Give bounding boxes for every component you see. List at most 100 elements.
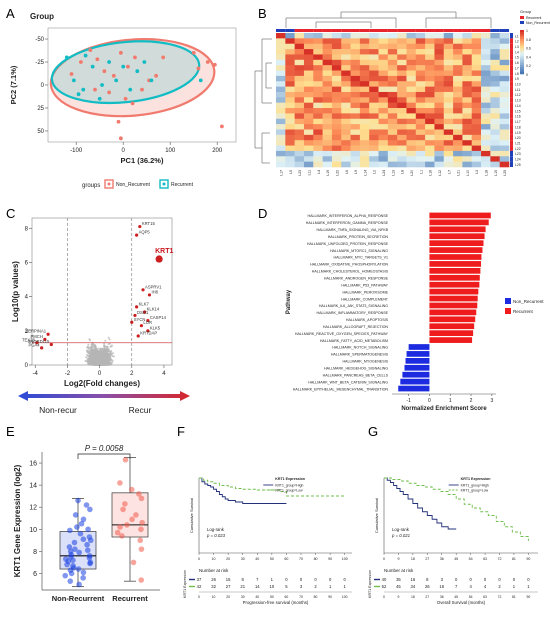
heatmap-cell [276, 49, 286, 55]
heatmap-cell [369, 65, 379, 71]
risk-x-tick-label: 90 [526, 595, 530, 599]
x-tick-label: 0 [122, 148, 126, 154]
risk-count: 7 [455, 584, 458, 589]
heatmap-cell [481, 134, 491, 141]
heatmap-cell [331, 134, 342, 141]
heatmap-cell [387, 118, 398, 125]
heatmap-cell [481, 54, 491, 61]
heatmap-cell [378, 33, 389, 39]
heatmap-cell [303, 134, 314, 141]
data-point [84, 547, 91, 554]
heatmap-cell [378, 102, 389, 109]
heatmap-cell [313, 91, 323, 98]
point-recurrent [135, 69, 140, 74]
heatmap-cell [276, 124, 286, 130]
heatmap-cell [471, 113, 482, 120]
background-point [108, 355, 111, 358]
heatmap-cell [425, 108, 435, 114]
risk-count: 0 [513, 577, 516, 582]
heatmap-cell [443, 43, 454, 50]
pathway-label: HALLMARK_NOTCH_SIGNALING [332, 346, 388, 350]
heatmap-cell [276, 70, 286, 77]
background-point [86, 358, 89, 361]
heatmap-cell [387, 33, 398, 39]
heatmap-cell [341, 124, 351, 130]
point-non-recurrent [107, 90, 111, 95]
data-point [136, 491, 142, 497]
heatmap-cell [434, 156, 445, 162]
heatmap-cell [481, 81, 491, 87]
pathway-label: HALLMARK_EPITHELIAL_MESENCHYMAL_TRANSITI… [293, 387, 389, 391]
heatmap-cell [350, 134, 361, 141]
heatmap-cell [397, 102, 407, 109]
column-label: L14 [363, 170, 367, 176]
enrichment-bar [429, 295, 478, 302]
risk-x-tick-label: 81 [512, 595, 516, 599]
heatmap-cell [471, 59, 482, 66]
row-label: L9 [515, 77, 519, 81]
heatmap-cell [276, 145, 286, 152]
heatmap-cell [453, 49, 463, 55]
risk-count: 16 [411, 577, 416, 582]
heatmap-cell [387, 161, 398, 168]
risk-count: 0 [285, 577, 288, 582]
row-annotation-cell [510, 91, 513, 98]
pathway-label: HALLMARK_PANCREAS_BETA_CELLS [323, 373, 389, 377]
heatmap-cell [499, 150, 510, 157]
heatmap-cell [322, 86, 333, 93]
pathway-label: HALLMARK_MYC_TARGETS_V1 [334, 256, 388, 260]
risk-count: 8 [426, 577, 429, 582]
risk-x-tick-label: 36 [440, 595, 444, 599]
y-tick-label: 2 [25, 329, 29, 335]
heatmap-cell [322, 70, 333, 77]
heatmap-cell [481, 129, 491, 136]
heatmap-cell [415, 49, 426, 55]
heatmap-cell [462, 59, 473, 66]
heatmap-cell [443, 150, 454, 157]
data-point [72, 546, 78, 552]
point-label: LOR [143, 320, 152, 325]
heatmap-cell [397, 134, 407, 141]
group-annotation-cell [406, 29, 416, 32]
enrichment-bar [429, 233, 485, 240]
heatmap-cell [313, 86, 323, 93]
row-annotation-cell [510, 70, 513, 76]
heatmap-cell [294, 38, 305, 45]
background-point [97, 347, 100, 350]
column-label: L9 [354, 170, 358, 174]
background-point [94, 356, 97, 359]
pathway-label: HALLMARK_UNFOLDED_PROTEIN_RESPONSE [307, 242, 389, 246]
data-point [124, 522, 130, 528]
x-axis-label: Log2(Fold changes) [64, 379, 140, 388]
heatmap-cell [443, 70, 454, 77]
point-non-recurrent [111, 73, 116, 78]
heatmap-cell [294, 54, 305, 61]
heatmap-cell [276, 113, 286, 120]
heatmap-cell [378, 49, 389, 55]
heatmap-cell [471, 102, 482, 109]
x-tick-label: 63 [483, 557, 487, 561]
background-point [110, 350, 113, 353]
heatmap-cell [294, 140, 305, 146]
heatmap-cell [378, 97, 389, 103]
x-tick-label: -2 [65, 371, 71, 377]
heatmap-cell [303, 145, 314, 152]
risk-count: 1 [344, 584, 347, 589]
risk-count: 4 [484, 584, 487, 589]
row-label: L17 [515, 120, 521, 124]
heatmap-cell [303, 54, 314, 61]
pathway-label: HALLMARK_ANDROGEN_RESPONSE [324, 277, 389, 281]
heatmap-cell [443, 49, 454, 55]
heatmap-cell [294, 43, 305, 50]
heatmap-cell [285, 145, 295, 152]
column-label: L24 [382, 170, 386, 176]
row-annotation-cell [510, 65, 513, 71]
row-annotation-cell [510, 54, 513, 60]
heatmap-cell [397, 54, 407, 61]
heatmap-cell [331, 43, 342, 50]
labeled-point [40, 346, 44, 350]
heatmap-cell [303, 43, 314, 50]
pathway-label: HALLMARK_PEROXISOME [342, 290, 388, 294]
heatmap-cell [378, 65, 389, 71]
heatmap-cell [378, 59, 389, 66]
